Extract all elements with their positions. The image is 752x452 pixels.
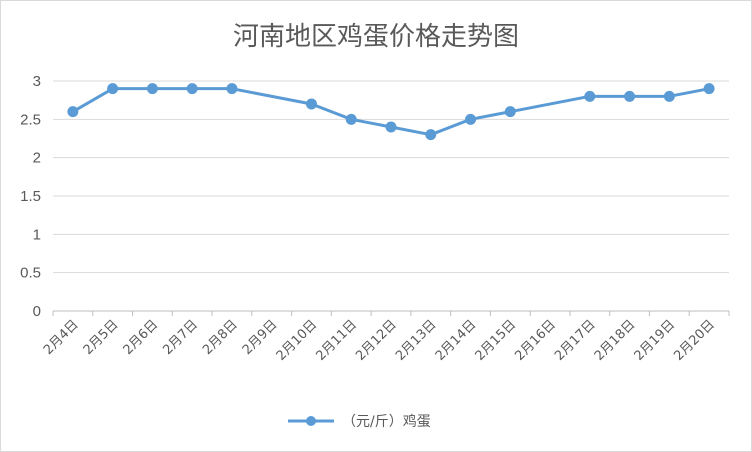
series-layer [67,83,715,141]
y-tick-label: 0 [33,303,41,320]
data-point [67,106,79,118]
x-tick-label: 2月19日 [632,317,679,364]
x-tick-label: 2月11日 [314,317,361,364]
y-tick-label: 2.5 [20,111,41,128]
data-point [305,98,317,110]
x-tick-label: 2月17日 [552,317,599,364]
data-point [385,121,397,133]
legend: （元/斤）鸡蛋 [288,413,431,430]
x-tick-label: 2月14日 [433,317,480,364]
data-point [584,90,596,102]
data-point [663,90,675,102]
x-tick-label: 2月20日 [671,317,718,364]
y-axis-ticks: 0 0.5 1 1.5 2 2.5 3 [20,73,41,320]
x-tick-label: 2月18日 [592,317,639,364]
legend-label: （元/斤）鸡蛋 [342,413,431,430]
x-axis-ticks: 2月4日 2月5日 2月6日 2月7日 2月8日 2月9日2月10日2月11日2月12日2… [41,311,730,364]
data-point [345,113,357,125]
data-point [504,106,516,118]
x-tick-label: 2月5日 [81,317,122,358]
data-point [107,83,119,95]
legend-dot-marker [306,416,316,426]
y-tick-label: 1.5 [20,188,41,205]
data-point [146,83,158,95]
data-point [226,83,238,95]
y-tick-label: 0.5 [20,265,41,282]
x-tick-label: 2月13日 [393,317,440,364]
data-point [425,129,437,141]
x-tick-label: 2月10日 [274,317,321,364]
data-point [624,90,636,102]
x-tick-label: 2月12日 [353,317,400,364]
x-tick-label: 2月6日 [121,317,162,358]
y-tick-label: 2 [33,150,41,167]
data-point [703,83,715,95]
data-point [465,113,477,125]
x-tick-label: 2月4日 [41,317,82,358]
x-tick-label: 2月8日 [200,317,241,358]
chart-title: 河南地区鸡蛋价格走势图 [233,22,519,52]
data-point [186,83,198,95]
gridlines [53,80,729,312]
y-tick-label: 1 [33,226,41,243]
x-tick-label: 2月15日 [473,317,520,364]
x-tick-label: 2月16日 [512,317,559,364]
y-tick-label: 3 [33,73,41,90]
x-tick-label: 2月7日 [160,317,201,358]
